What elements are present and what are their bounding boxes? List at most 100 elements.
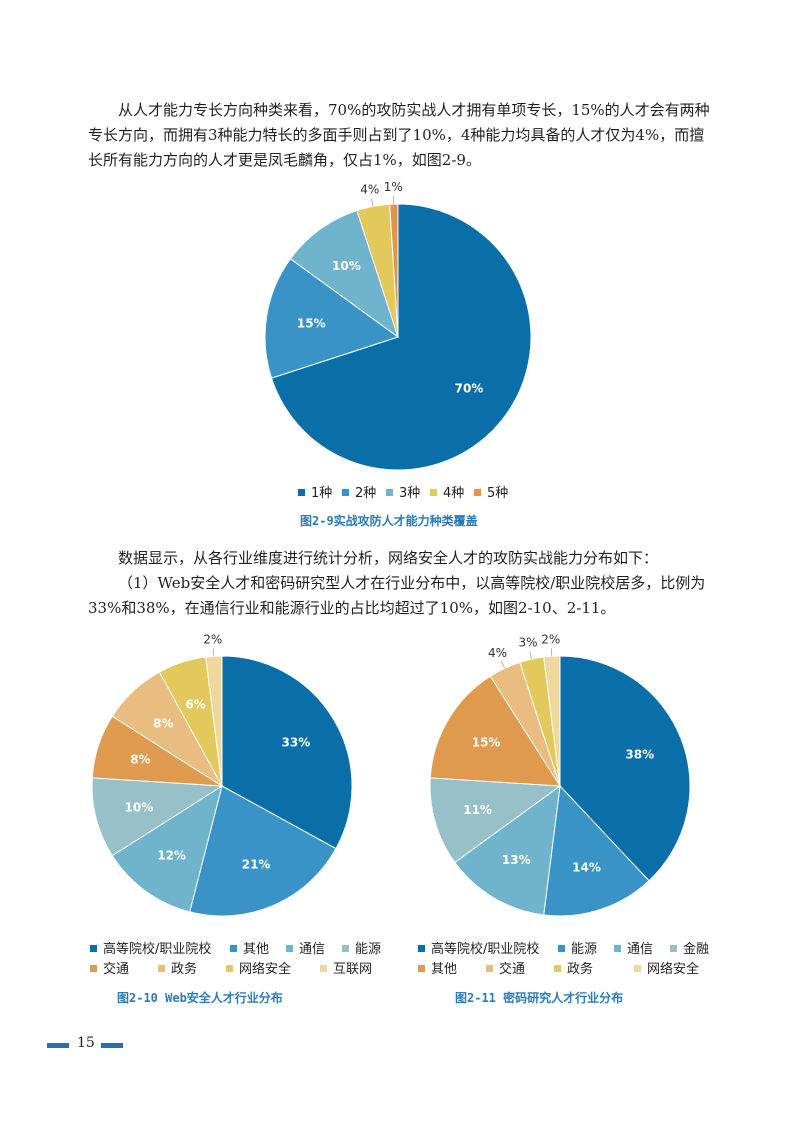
data-label-5: 15% [472,735,501,749]
legend-swatch [90,945,97,952]
legend-label: 金融 [683,942,710,957]
data-label-2: 14% [572,861,601,875]
legend-crypto-research-industry: 高等院校/职业院校 能源 通信 金融其他 交通 政务 网络安全 [418,942,718,978]
legend-swatch [286,945,293,952]
legend-item-2: 其他 [230,942,269,958]
legend-item-8: 互联网 [320,962,372,978]
leader-line-7 [529,651,532,660]
legend-label: 高等院校/职业院校 [103,942,212,957]
pie-slice-1 [270,203,532,471]
pie-slice-8 [543,655,561,787]
legend-ability-types: 1种 2种 3种 4种 5种 [298,486,558,504]
footer-bar-left [47,1043,69,1048]
legend-item-2: 能源 [558,942,597,958]
legend-swatch [298,489,305,496]
data-label-8: 2% [541,632,560,646]
legend-label: 能源 [355,942,382,957]
leader-line-4 [371,198,374,207]
legend-item-8: 网络安全 [634,962,699,978]
legend-item-6: 政务 [158,962,197,978]
legend-label: 5种 [487,486,509,501]
data-label-2: 15% [297,316,326,330]
legend-swatch [418,945,425,952]
legend-swatch [320,965,327,972]
paragraph-3: （1）Web安全人才和密码研究型人才在行业分布中，以高等院校/职业院校居多，比例… [88,574,706,617]
legend-swatch [634,965,641,972]
pie-slice-2 [543,784,650,917]
pie-slice-2 [264,258,400,379]
legend-label: 网络安全 [647,962,700,977]
legend-swatch [670,945,677,952]
legend-label: 4种 [443,486,465,501]
pie-slice-4 [429,777,562,864]
legend-label: 2种 [355,486,377,501]
legend-item-5: 5种 [474,486,508,502]
legend-label: 交通 [103,962,130,977]
legend-label: 政务 [171,962,198,977]
legend-swatch [614,945,621,952]
legend-label: 能源 [571,942,598,957]
figure-caption-2-10: 图2-10 Web安全人才行业分布 [117,991,283,1005]
pie-slice-5 [429,675,561,787]
legend-swatch [226,965,233,972]
figure-caption-2-9: 图2-9实战攻防人才能力种类覆盖 [300,514,478,528]
legend-item-2: 2种 [342,486,376,502]
data-label-1: 33% [282,735,311,749]
legend-swatch [486,965,493,972]
pie-chart-web-security-industry: 33% 21% 12% 10% 8% 8% 6% 2% [91,632,353,917]
legend-item-5: 其他 [418,962,457,978]
legend-item-6: 交通 [486,962,525,978]
pie-slice-8 [205,655,223,787]
legend-item-3: 通信 [286,942,325,958]
pie-slice-3 [111,784,223,913]
legend-label: 网络安全 [239,962,292,977]
legend-item-1: 高等院校/职业院校 [418,942,539,958]
data-label-3: 12% [157,848,186,862]
data-label-7: 6% [185,697,205,711]
pie-chart-crypto-research-industry: 38% 14% 13% 11% 15% 4% 3% 2% [429,632,691,917]
legend-item-7: 网络安全 [226,962,291,978]
data-label-5: 8% [130,753,150,767]
legend-item-4: 4种 [430,486,464,502]
legend-item-3: 通信 [614,942,653,958]
pie-slice-3 [289,209,399,339]
data-label-5: 1% [384,180,403,194]
legend-swatch [386,489,393,496]
legend-item-4: 金融 [670,942,709,958]
paragraph-2: 数据显示，从各行业维度进行统计分析，网络安全人才的攻防实战能力分布如下： [118,549,659,567]
legend-swatch [558,945,565,952]
pie-slice-1 [559,655,691,882]
paragraph-1: 从人才能力专长方向种类来看，70%的攻防实战人才拥有单项专长，15%的人才会有两… [88,101,710,169]
legend-item-4: 能源 [342,942,381,958]
pie-chart-ability-types: 70% 15% 10% 4% 1% [264,180,532,471]
data-label-4: 10% [125,800,154,814]
pie-slice-2 [189,785,337,917]
figure-caption-2-11: 图2-11 密码研究人才行业分布 [455,991,624,1005]
legend-label: 3种 [399,486,421,501]
data-label-1: 38% [625,747,654,761]
legend-swatch [554,965,561,972]
page-number: 15 [77,1035,95,1051]
legend-swatch [158,965,165,972]
legend-swatch [342,489,349,496]
legend-label: 政务 [567,962,594,977]
pie-slice-4 [91,777,224,857]
legend-item-7: 政务 [554,962,593,978]
legend-swatch [418,965,425,972]
footer-bar-right [101,1043,123,1048]
legend-label: 1种 [311,486,333,501]
legend-swatch [474,489,481,496]
legend-label: 其他 [431,962,458,977]
legend-item-1: 1种 [298,486,332,502]
legend-swatch [342,945,349,952]
data-label-7: 3% [518,636,537,650]
legend-label: 交通 [499,962,526,977]
data-label-6: 4% [488,646,507,660]
data-label-8: 2% [203,632,222,646]
legend-item-5: 交通 [90,962,129,978]
data-label-6: 8% [153,717,173,731]
legend-label: 通信 [627,942,654,957]
legend-web-security-industry: 高等院校/职业院校 其他 通信 能源交通 政务 网络安全 互联网 [90,942,390,978]
data-label-4: 11% [463,803,492,817]
legend-swatch [430,489,437,496]
